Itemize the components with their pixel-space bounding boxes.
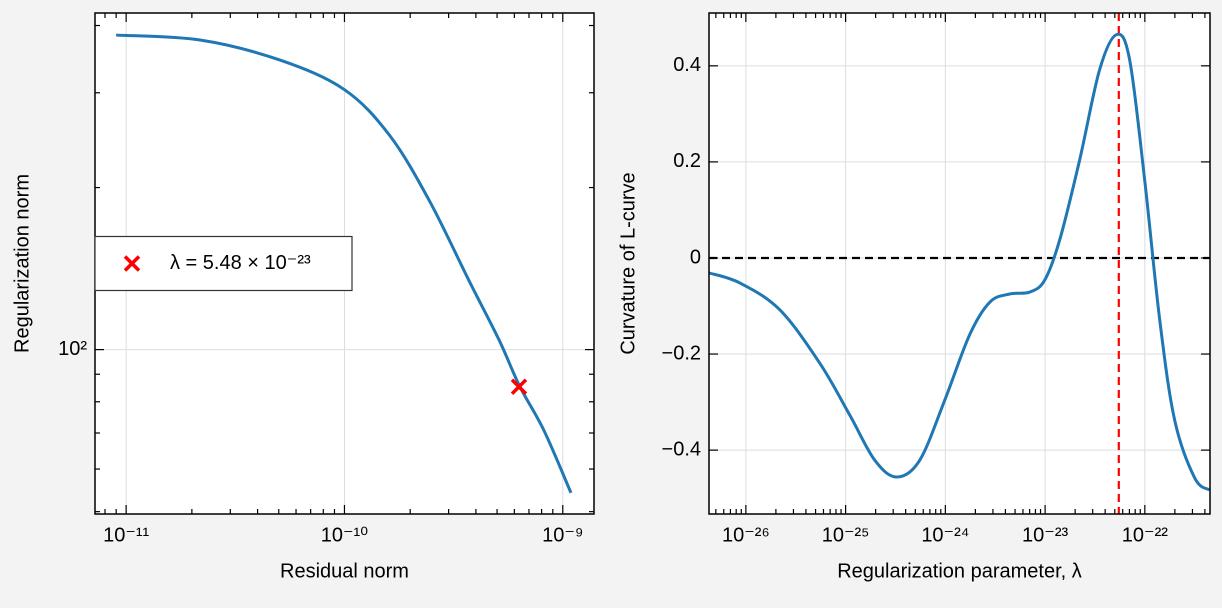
plot-area: [709, 13, 1210, 514]
x-tick-label: 10⁻²³: [1022, 524, 1068, 546]
legend-frame: [94, 235, 353, 292]
legend-marker: [123, 255, 141, 272]
marker: [510, 378, 528, 396]
x-tick-label: 10⁻²⁶: [722, 524, 770, 546]
x-tick-label: 10⁻¹¹: [103, 524, 149, 546]
y-axis-label: Regularization norm: [11, 174, 33, 353]
legend: λ = 5.48 × 10⁻²³: [94, 235, 353, 292]
y-tick-label: 10²: [58, 338, 87, 360]
x-tick-label: 10⁻²⁴: [921, 524, 969, 546]
x-axis-label: Residual norm: [280, 560, 409, 582]
x-tick-label: 10⁻²⁵: [822, 524, 870, 546]
y-axis-label: Curvature of L-curve: [617, 172, 639, 354]
plot-frame: [708, 12, 1211, 515]
x-tick-label: 10⁻¹⁰: [321, 524, 368, 546]
y-tick-label: 0.4: [673, 54, 701, 76]
x-axis-label: Regularization parameter, λ: [837, 560, 1082, 582]
legend-label: λ = 5.48 × 10⁻²³: [170, 252, 311, 274]
y-tick-label: −0.2: [662, 342, 701, 364]
x-tick-label: 10⁻⁹: [542, 524, 583, 546]
marker-stroke: [510, 378, 528, 396]
line: [708, 32, 1211, 492]
y-tick-label: 0.2: [673, 150, 701, 172]
y-tick-label: 0: [690, 246, 701, 268]
x-tick-label: 10⁻²²: [1122, 524, 1168, 546]
y-tick-label: −0.4: [662, 438, 701, 460]
